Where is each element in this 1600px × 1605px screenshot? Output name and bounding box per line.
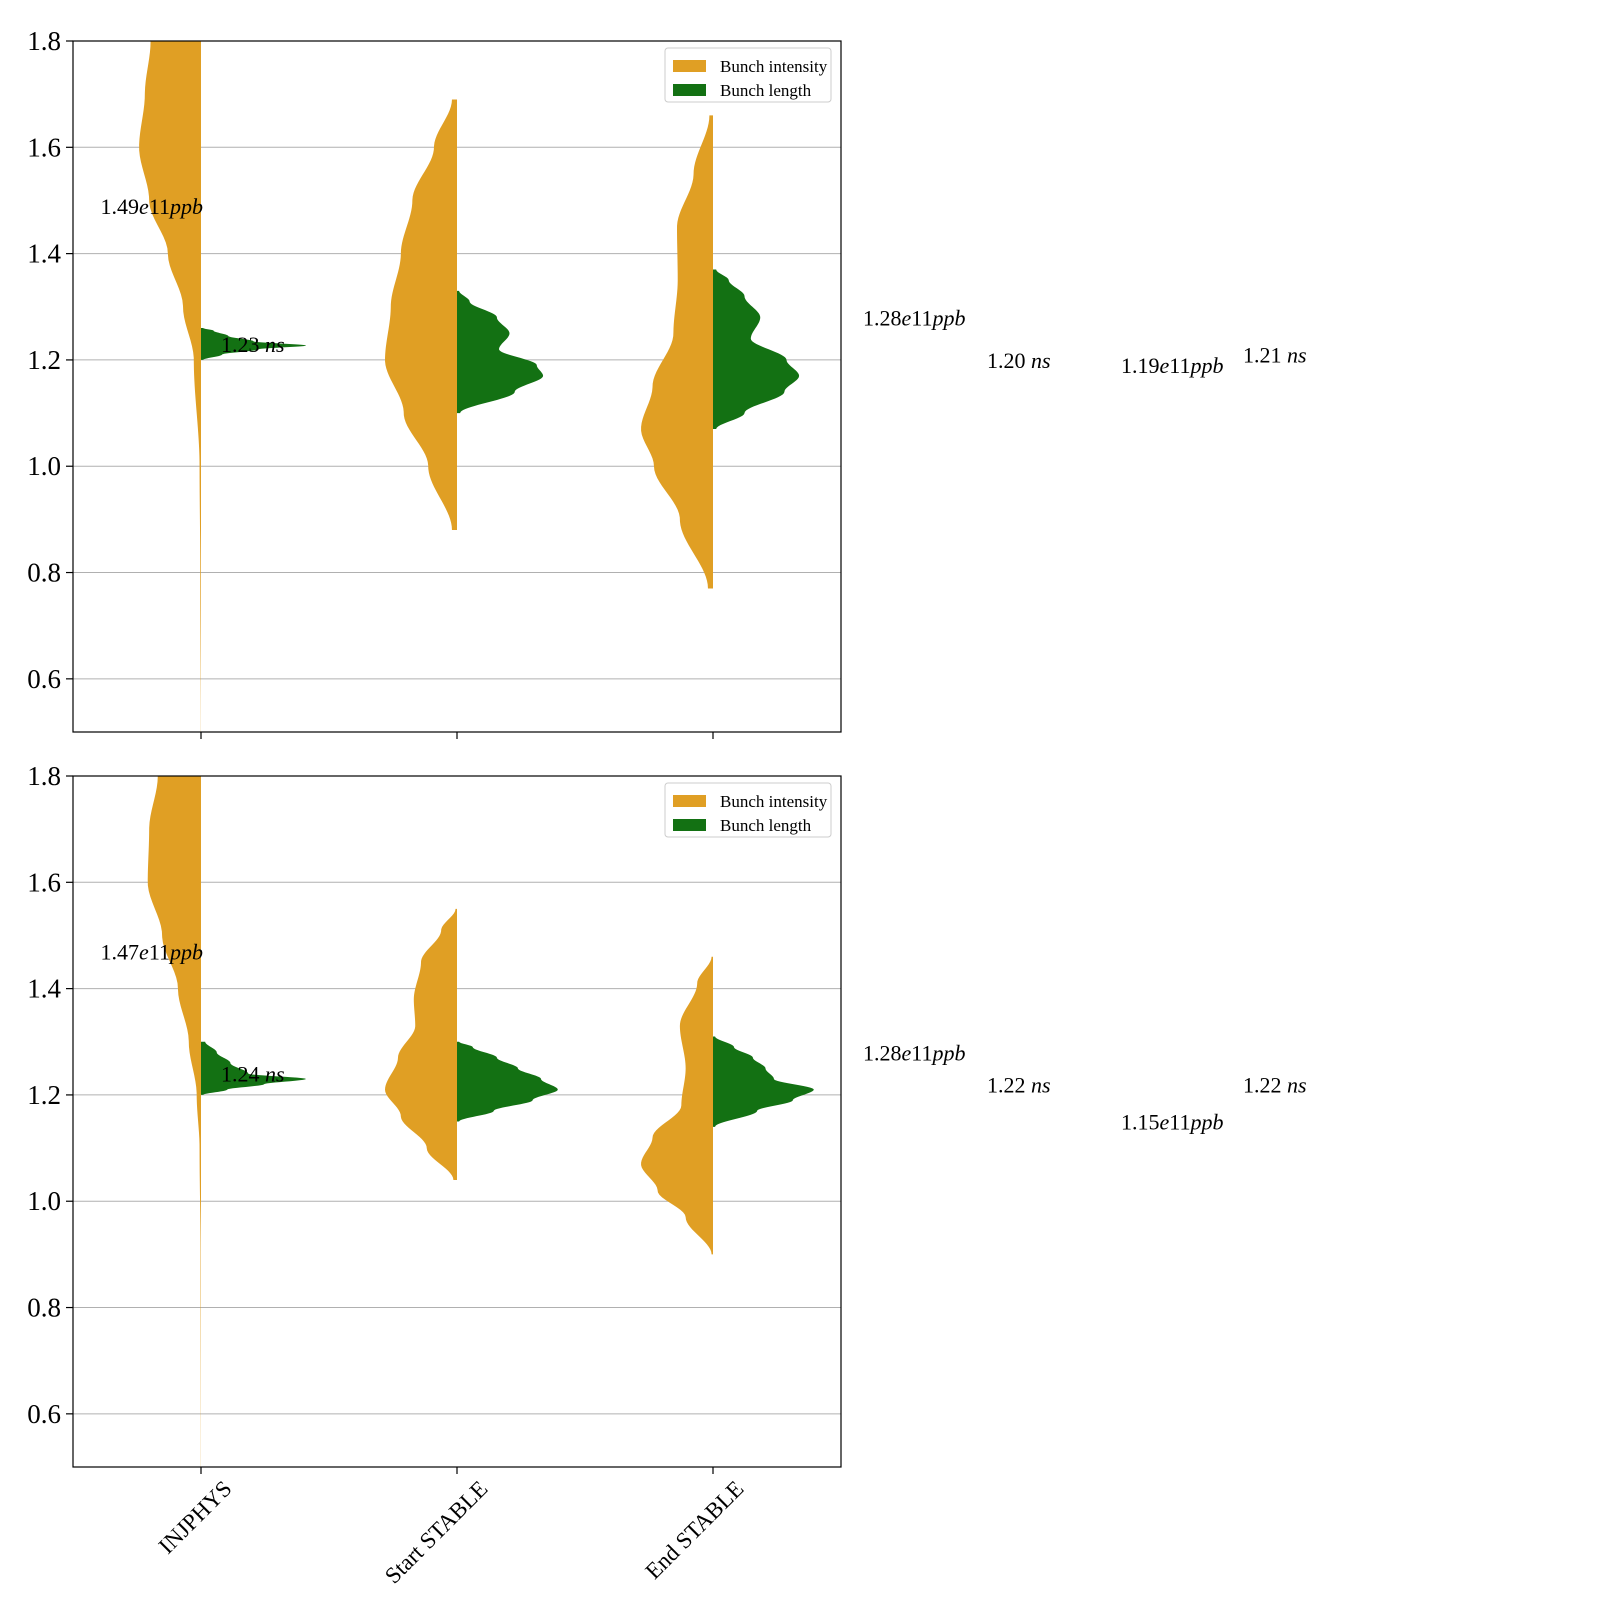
legend-swatch	[673, 819, 706, 831]
y-tick-label: 1.6	[27, 867, 61, 897]
annotation-exponent-e: e	[139, 194, 149, 219]
legend-swatch	[673, 84, 706, 96]
y-tick-label: 1.8	[27, 26, 61, 56]
length-violin-end-stable	[713, 269, 800, 430]
intensity-annotation: 1.15e11ppb	[1121, 1110, 1223, 1135]
length-annotation: 1.23 ns	[221, 332, 285, 357]
annotation-number: 1.22	[1243, 1072, 1287, 1097]
annotation-exponent: 11	[911, 305, 932, 330]
intensity-annotation: 1.28e11ppb	[863, 305, 965, 330]
violins	[147, 776, 814, 1467]
intensity-annotation: 1.19e11ppb	[1121, 353, 1223, 378]
length-violin-start-stable	[457, 290, 544, 414]
annotation-exponent-e: e	[1160, 353, 1170, 378]
x-tick-label: End STABLE	[640, 1476, 748, 1584]
intensity-annotation: 1.49e11ppb	[101, 194, 203, 219]
legend-swatch	[673, 60, 706, 72]
y-tick-label: 0.8	[27, 558, 61, 588]
y-tick-label: 0.6	[27, 664, 61, 694]
annotation-unit: ns	[265, 332, 285, 357]
y-tick-label: 1.4	[27, 239, 61, 269]
y-tick-label: 1.0	[27, 451, 61, 481]
annotation-number: 1.21	[1243, 343, 1287, 368]
annotation-number: 1.49	[101, 194, 140, 219]
annotation-exponent-e: e	[902, 305, 912, 330]
intensity-violin-start-stable	[385, 908, 457, 1180]
length-violin-injphys	[201, 328, 306, 360]
annotation-number: 1.23	[221, 332, 265, 357]
annotation-unit: ppb	[1188, 353, 1223, 378]
x-tick-label: Start STABLE	[380, 1476, 493, 1589]
annotation-exponent-e: e	[902, 1040, 912, 1065]
annotation-number: 1.15	[1121, 1110, 1160, 1135]
legend-label: Bunch length	[720, 816, 812, 835]
annotation-unit: ns	[1287, 343, 1307, 368]
annotation-unit: ns	[1031, 1072, 1051, 1097]
intensity-annotation: 1.28e11ppb	[863, 1040, 965, 1065]
annotation-unit: ns	[265, 1062, 285, 1087]
annotation-unit: ppb	[168, 194, 203, 219]
annotation-unit: ns	[1031, 348, 1051, 373]
violins	[139, 41, 800, 732]
intensity-violin-injphys	[147, 776, 201, 1467]
intensity-violin-end-stable	[641, 115, 713, 589]
length-annotation: 1.24 ns	[221, 1062, 285, 1087]
length-annotation: 1.21 ns	[1243, 343, 1307, 368]
annotation-exponent: 11	[1169, 353, 1190, 378]
legend-label: Bunch length	[720, 81, 812, 100]
intensity-violin-injphys	[139, 41, 201, 732]
legend-label: Bunch intensity	[720, 792, 828, 811]
panel-2: 0.6 0.8 1.0 1.2 1.4 1.6 1.8 Bunch intensity Bunc…	[27, 761, 842, 1474]
legend-swatch	[673, 795, 706, 807]
y-tick-label: 1.0	[27, 1186, 61, 1216]
y-tick-label: 1.6	[27, 132, 61, 162]
annotation-number: 1.20	[987, 348, 1031, 373]
length-violin-injphys	[201, 1041, 306, 1095]
annotation-exponent: 11	[1169, 1110, 1190, 1135]
y-tick-label: 1.8	[27, 761, 61, 791]
annotation-exponent: 11	[149, 939, 170, 964]
annotation-number: 1.28	[863, 1040, 902, 1065]
annotation-number: 1.28	[863, 305, 902, 330]
y-tick-label: 1.4	[27, 974, 61, 1004]
annotation-exponent-e: e	[1160, 1110, 1170, 1135]
length-annotation: 1.22 ns	[987, 1072, 1051, 1097]
y-tick-label: 0.6	[27, 1399, 61, 1429]
annotation-exponent: 11	[149, 194, 170, 219]
annotation-number: 1.47	[101, 939, 140, 964]
length-violin-start-stable	[457, 1041, 558, 1122]
annotation-number: 1.22	[987, 1072, 1031, 1097]
y-tick-label: 1.2	[27, 345, 61, 375]
annotation-unit: ppb	[168, 939, 203, 964]
length-annotation: 1.20 ns	[987, 348, 1051, 373]
intensity-violin-start-stable	[385, 99, 457, 531]
panel-1: 0.6 0.8 1.0 1.2 1.4 1.6 1.8 Bunch intensity Bunc…	[27, 26, 842, 739]
legend-box	[664, 47, 832, 103]
annotation-number: 1.19	[1121, 353, 1160, 378]
annotation-unit: ppb	[1188, 1110, 1223, 1135]
annotation-unit: ns	[1287, 1072, 1307, 1097]
y-tick-label: 1.2	[27, 1080, 61, 1110]
annotation-unit: ppb	[930, 305, 965, 330]
annotation-number: 1.24	[221, 1062, 265, 1087]
y-tick-label: 0.8	[27, 1293, 61, 1323]
legend-label: Bunch intensity	[720, 57, 828, 76]
annotation-exponent-e: e	[139, 939, 149, 964]
length-violin-end-stable	[713, 1036, 814, 1127]
annotation-unit: ppb	[930, 1040, 965, 1065]
intensity-violin-end-stable	[641, 956, 713, 1255]
annotation-exponent: 11	[911, 1040, 932, 1065]
intensity-annotation: 1.47e11ppb	[101, 939, 203, 964]
legend-box	[664, 782, 832, 838]
length-annotation: 1.22 ns	[1243, 1072, 1307, 1097]
x-tick-label: INJPHYS	[154, 1476, 237, 1559]
